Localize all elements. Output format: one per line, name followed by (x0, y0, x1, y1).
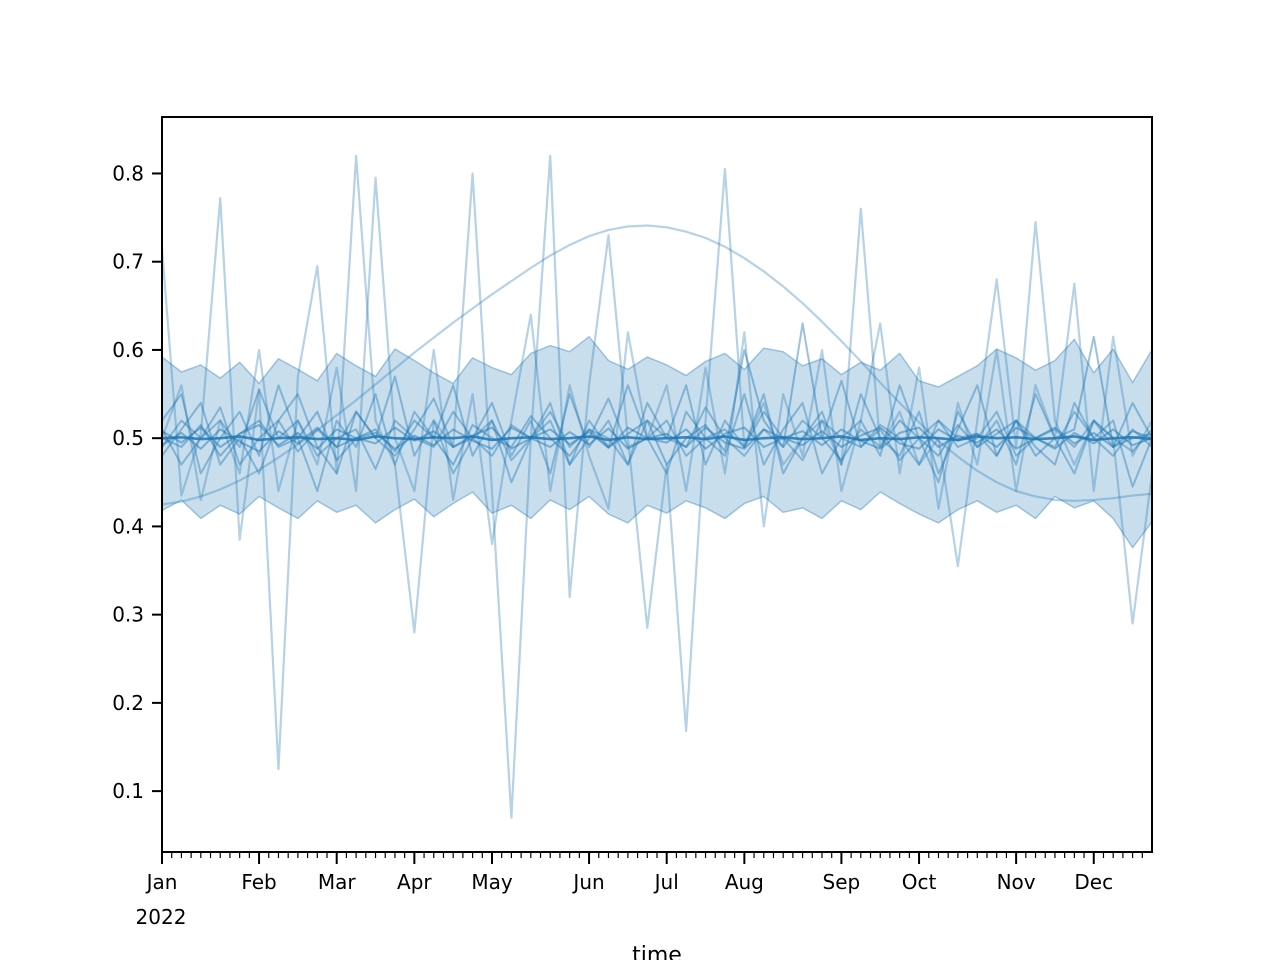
x-tick-label: Oct (902, 870, 937, 894)
uncertainty-band (162, 335, 1152, 549)
series-smooth (162, 224, 1152, 506)
y-tick-label: 0.2 (112, 691, 144, 715)
series-core (162, 426, 1152, 453)
band-polygon (162, 335, 1152, 549)
x-tick-label: Jan (145, 870, 178, 894)
y-tick-label: 0.6 (112, 338, 144, 362)
x-tick-label: Jul (653, 870, 679, 894)
series-outlier (162, 154, 1152, 819)
series-outlier (162, 176, 1152, 546)
x-tick-label: Dec (1074, 870, 1113, 894)
y-tick-label: 0.5 (112, 426, 144, 450)
y-tick-label: 0.3 (112, 603, 144, 627)
series-lines (162, 154, 1152, 819)
y-tick-label: 0.4 (112, 514, 144, 538)
x-tick-label: Nov (997, 870, 1036, 894)
y-tick-label: 0.7 (112, 250, 144, 274)
x-tick-label: Aug (725, 870, 764, 894)
x-tick-label: Mar (318, 870, 357, 894)
series-noisy (162, 375, 1152, 488)
y-tick-label: 0.8 (112, 161, 144, 185)
y-tick-label: 0.1 (112, 779, 144, 803)
x-axis-ticks: Jan Feb Mar Apr May Jun Jul Aug Sep Oct Nov Dec (145, 852, 1143, 894)
x-axis-label: time (632, 943, 682, 960)
series-noisy (162, 384, 1152, 493)
series-mean (162, 435, 1152, 442)
x-tick-label: May (471, 870, 513, 894)
x-tick-label: Jun (571, 870, 604, 894)
x-axis-year-label: 2022 (136, 905, 187, 929)
y-axis-ticks: 0.1 0.2 0.3 0.4 0.5 0.6 0.7 0.8 (112, 161, 162, 803)
x-tick-label: Feb (241, 870, 276, 894)
x-tick-label: Apr (397, 870, 432, 894)
series-noisy (162, 388, 1152, 471)
x-tick-label: Sep (823, 870, 861, 894)
